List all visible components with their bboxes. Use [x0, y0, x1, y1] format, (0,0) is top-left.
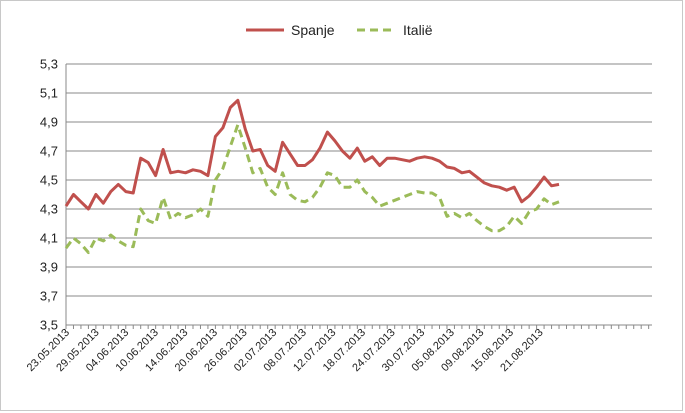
y-tick-label: 4,1	[40, 231, 58, 246]
y-tick-label: 4,5	[40, 173, 58, 188]
y-axis-ticks: 3,5 3,7 3,9 4,1 4,3 4,5 4,7 4,9 5,1 5,3	[40, 57, 58, 333]
y-tick-label: 3,7	[40, 289, 58, 304]
series-lines	[64, 98, 560, 254]
x-axis-ticks: 23.05.201329.05.201304.06.201310.06.2013…	[25, 327, 546, 374]
y-tick-label: 5,3	[40, 57, 58, 72]
legend-label-spanje: Spanje	[291, 22, 335, 38]
axes	[65, 64, 652, 329]
y-tick-label: 4,9	[40, 115, 58, 130]
y-tick-label: 3,5	[40, 318, 58, 333]
legend-label-italie: Italië	[403, 22, 433, 38]
y-tick-label: 4,3	[40, 202, 58, 217]
legend: Spanje Italië	[246, 22, 433, 38]
y-tick-label: 4,7	[40, 144, 58, 159]
y-tick-label: 5,1	[40, 86, 58, 101]
y-tick-label: 3,9	[40, 260, 58, 275]
series-line-spanje	[64, 98, 560, 211]
series-line-italie	[64, 123, 560, 254]
